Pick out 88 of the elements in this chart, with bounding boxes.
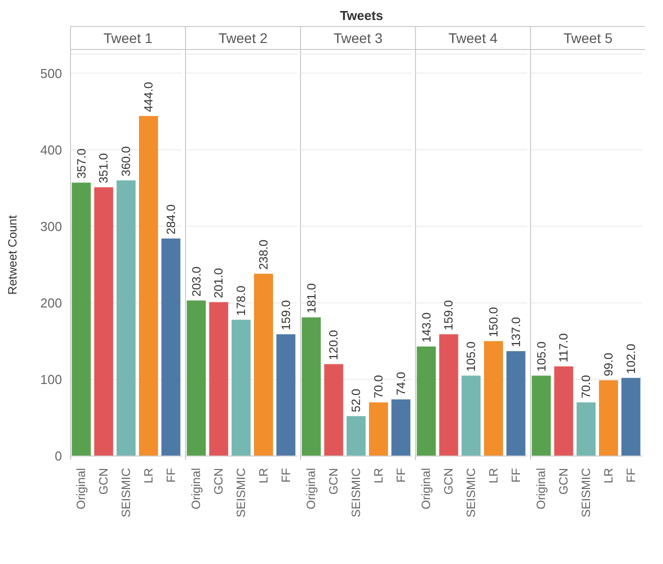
chart-title: Tweet 2 bbox=[185, 26, 300, 50]
chart-title: Tweet 5 bbox=[530, 26, 645, 50]
bar bbox=[532, 376, 551, 456]
data-label: 178.0 bbox=[234, 285, 248, 316]
data-label: 238.0 bbox=[256, 239, 270, 270]
bar bbox=[94, 187, 114, 456]
bar bbox=[484, 341, 503, 456]
data-label: 70.0 bbox=[371, 374, 386, 398]
bar bbox=[391, 399, 410, 456]
bar bbox=[554, 366, 574, 456]
bar bbox=[598, 380, 618, 456]
x-tick-label: GCN bbox=[556, 468, 571, 495]
bar bbox=[346, 416, 366, 456]
data-label: 159.0 bbox=[442, 300, 456, 330]
x-tick-label: GCN bbox=[212, 468, 226, 495]
data-label: 357.0 bbox=[74, 148, 88, 179]
bar bbox=[302, 317, 321, 456]
data-label: 150.0 bbox=[486, 306, 500, 338]
bar bbox=[116, 180, 136, 456]
bar bbox=[72, 182, 91, 456]
chart-title: Tweet 1 bbox=[70, 26, 185, 50]
text: Tweets bbox=[338, 8, 384, 25]
data-label: 203.0 bbox=[189, 266, 204, 297]
bar bbox=[368, 402, 388, 456]
data-label: 120.0 bbox=[326, 330, 341, 360]
x-tick-label: FF bbox=[278, 468, 293, 483]
x-tick-label: Original bbox=[304, 468, 318, 510]
bar bbox=[462, 376, 481, 456]
data-label: 444.0 bbox=[141, 82, 156, 112]
x-tick-label: LR bbox=[141, 468, 156, 484]
x-tick-label: Original bbox=[419, 468, 434, 510]
bar bbox=[324, 364, 344, 456]
y-tick-label: 100 bbox=[40, 372, 62, 388]
y-tick-label: 300 bbox=[40, 218, 62, 234]
data-label: 284.0 bbox=[164, 204, 178, 235]
y-axis-title: Retweet Count bbox=[5, 214, 20, 295]
bar bbox=[439, 334, 458, 456]
data-label: 201.0 bbox=[212, 268, 226, 298]
data-label: 99.0 bbox=[601, 352, 616, 376]
x-tick-label: Original bbox=[74, 468, 88, 510]
x-tick-label: GCN bbox=[442, 468, 456, 495]
data-label: 102.0 bbox=[624, 344, 638, 374]
x-tick-label: SEISMIC bbox=[234, 468, 248, 518]
bar bbox=[138, 116, 158, 456]
data-label: 52.0 bbox=[349, 388, 364, 412]
bar bbox=[576, 402, 596, 456]
data-label: 351.0 bbox=[96, 152, 111, 184]
x-tick-label: LR bbox=[601, 468, 616, 484]
x-tick-label: SEISMIC bbox=[464, 468, 478, 518]
chart-title: Tweet 4 bbox=[415, 26, 530, 50]
x-tick-label: FF bbox=[624, 468, 638, 483]
x-tick-label: GCN bbox=[326, 468, 341, 495]
data-label: 159.0 bbox=[278, 300, 293, 330]
y-tick-label: 200 bbox=[40, 295, 62, 310]
x-tick-label: FF bbox=[164, 468, 178, 483]
data-label: 70.0 bbox=[579, 374, 594, 398]
bar bbox=[254, 274, 273, 456]
y-tick-label: 400 bbox=[40, 142, 62, 158]
chart-title: Tweet 3 bbox=[300, 26, 415, 50]
x-tick-label: SEISMIC bbox=[579, 468, 593, 518]
bar bbox=[232, 320, 251, 456]
y-tick-label: 0 bbox=[54, 448, 62, 464]
bar bbox=[276, 334, 296, 456]
x-tick-label: Original bbox=[189, 468, 204, 510]
x-tick-label: FF bbox=[508, 468, 523, 483]
x-tick-label: GCN bbox=[96, 468, 111, 495]
data-label: 360.0 bbox=[119, 146, 134, 176]
x-tick-label: LR bbox=[371, 468, 386, 484]
x-tick-label: LR bbox=[256, 468, 270, 484]
data-label: 117.0 bbox=[556, 332, 571, 362]
data-label: 105.0 bbox=[464, 341, 478, 372]
x-tick-label: LR bbox=[486, 468, 500, 484]
bar bbox=[186, 300, 206, 456]
bar bbox=[416, 346, 436, 456]
data-label: 74.0 bbox=[394, 372, 408, 396]
bar bbox=[209, 302, 228, 456]
x-tick-label: SEISMIC bbox=[119, 468, 133, 518]
x-tick-label: Original bbox=[534, 468, 548, 510]
bar bbox=[161, 238, 180, 456]
bar bbox=[621, 378, 640, 456]
bar bbox=[506, 351, 526, 456]
data-label: 181.0 bbox=[304, 283, 318, 314]
data-label: 137.0 bbox=[508, 316, 523, 348]
data-label: 105.0 bbox=[534, 341, 548, 372]
y-tick-label: 500 bbox=[40, 66, 62, 81]
x-tick-label: SEISMIC bbox=[349, 468, 363, 518]
x-tick-label: FF bbox=[394, 468, 408, 483]
data-label: 143.0 bbox=[419, 312, 434, 343]
